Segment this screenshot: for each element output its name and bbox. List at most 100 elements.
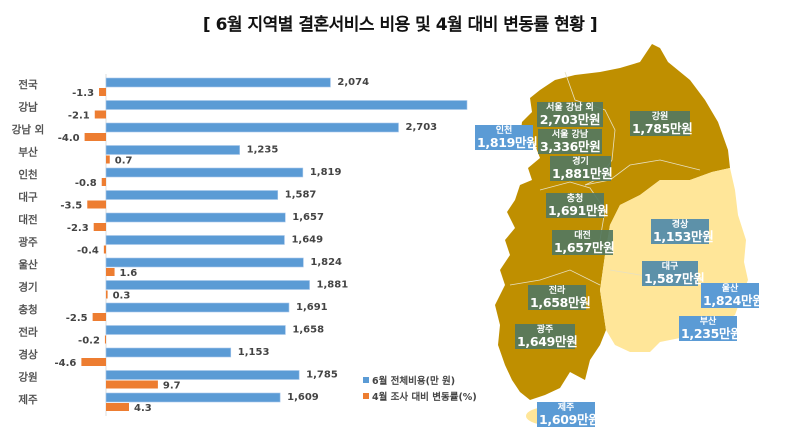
map-label: 경상 1,153만원 [651,219,714,244]
chart-title: [ 6월 지역별 결혼서비스 비용 및 4월 대비 변동률 현황 ] [202,15,598,35]
cost-bar [105,325,286,335]
cost-value-label: 1,649 [291,235,323,246]
map-label-value: 2,703만원 [539,112,601,127]
map-label: 광주 1,649만원 [515,324,578,349]
change-bar [106,268,115,276]
change-value-label: 1.6 [120,268,138,279]
category-label: 제주 [18,393,38,406]
change-value-label: 4.3 [134,403,152,414]
map-label-region: 대전 [574,231,591,241]
map-label-region: 전라 [548,286,566,296]
category-label: 강원 [18,371,37,384]
cost-bar [105,122,399,133]
change-bar [99,88,106,96]
map-label-region: 서울 강남 외 [546,103,594,113]
map-label-region: 제주 [557,403,575,413]
change-bar [103,245,106,254]
cost-value-label: 1,881 [317,280,349,291]
map-label: 대구 1,587만원 [642,261,705,286]
map-label-value: 3,336만원 [540,139,601,154]
map-label: 전라 1,658만원 [528,285,591,310]
change-bar [106,403,130,411]
cost-value-label: 1,658 [292,325,324,336]
category-label: 경기 [18,281,37,294]
cost-value-label: 1,587 [285,190,317,201]
cost-bar [105,145,240,155]
map-label-value: 1,649만원 [517,334,578,349]
cost-value-label: 1,235 [247,145,279,156]
map-label-region: 인천 [495,126,513,136]
map-label-region: 강원 [651,112,669,122]
change-value-label: -2.3 [67,223,89,234]
map-label-value: 1,819만원 [477,135,538,150]
change-value-label: -4.0 [58,133,80,144]
change-bar [93,223,106,231]
cost-bar [105,167,304,178]
map-label-value: 1,235만원 [681,326,742,341]
category-label: 충청 [18,303,37,316]
change-bar [92,313,106,321]
legend-label-cost: 6월 전체비용(만 원) [372,376,456,387]
map-label-region: 충청 [566,194,584,204]
category-label: 강남 외 [12,123,45,136]
cost-bar [105,347,232,358]
category-label: 전국 [18,78,38,91]
cost-bar [105,212,286,223]
cost-bar [105,235,285,245]
cost-bar [105,190,279,200]
map-label: 서울 강남 3,336만원 [538,129,602,154]
change-value-label: -0.2 [78,336,100,347]
map-label: 부산 1,235만원 [679,316,742,341]
map-label-value: 1,824만원 [703,293,764,308]
map-label-value: 1,785만원 [632,121,693,136]
map-label-value: 1,587만원 [644,271,705,286]
cost-value-label: 1,691 [296,302,328,313]
change-value-label: -0.4 [77,246,99,257]
change-value-label: 0.7 [115,156,133,167]
change-bar [106,290,108,299]
legend-item-change: 4월 조사 대비 변동률(%) [363,389,477,403]
cost-bar [105,257,304,268]
change-value-label: 0.3 [113,291,131,302]
change-value-label: -3.5 [60,201,82,212]
cost-value-label: 2,703 [406,122,438,133]
cost-bar [105,280,310,290]
cost-bar [105,370,300,380]
category-label: 대전 [18,213,37,226]
cost-value-label: 1,657 [292,212,324,223]
change-value-label: -1.3 [72,88,94,99]
change-bar [84,133,106,141]
change-value-label: -4.6 [55,358,77,369]
map-label: 울산 1,824만원 [701,283,764,308]
cost-value-label: 1,824 [310,257,342,268]
map-label: 대전 1,657만원 [552,230,615,255]
map-label-region: 울산 [721,284,739,294]
change-bar [87,200,106,209]
map-label: 서울 강남 외 2,703만원 [537,102,603,127]
map-label-value: 1,658만원 [530,295,591,310]
map-label-value: 1,153만원 [653,229,714,244]
map-label: 강원 1,785만원 [630,111,693,136]
map-label-region: 광주 [536,325,554,335]
map-label: 충청 1,691만원 [546,193,609,218]
change-bar [106,155,110,164]
legend-swatch-cost [363,377,369,383]
category-label: 광주 [18,237,38,249]
change-bar [104,335,106,344]
map-label: 경기 1,881만원 [550,156,613,181]
category-label: 강남 [18,101,38,114]
change-bar [81,358,106,366]
cost-value-label: 1,785 [306,370,338,381]
map-label: 제주 1,609만원 [537,402,600,427]
category-label: 울산 [18,258,38,271]
map-label-region: 경기 [572,157,589,167]
cost-bar [105,392,281,403]
category-label: 대구 [18,191,38,204]
cost-value-label: 1,819 [310,167,342,178]
map-label-value: 1,657만원 [554,240,615,255]
map-label-value: 1,609만원 [539,412,600,427]
map-label-region: 부산 [699,317,717,327]
map-label-value: 1,691만원 [548,203,609,218]
legend-item-cost: 6월 전체비용(만 원) [363,373,455,387]
